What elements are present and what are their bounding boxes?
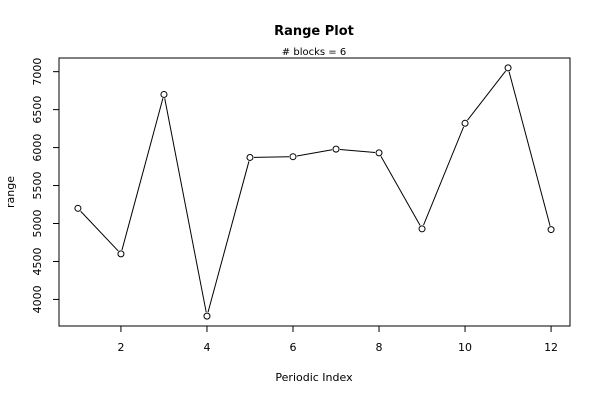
chart-title: Range Plot bbox=[274, 24, 354, 39]
series-line-segment bbox=[508, 71, 551, 226]
series-line-segment bbox=[80, 210, 119, 252]
y-axis: 4000 4500 5000 5500 6000 6500 7000 bbox=[31, 58, 59, 313]
series-line-segment bbox=[380, 156, 421, 226]
chart-subtitle: # blocks = 6 bbox=[282, 47, 346, 58]
data-point bbox=[332, 145, 340, 153]
series-line-segment bbox=[121, 98, 164, 251]
series-line-segment bbox=[164, 98, 207, 313]
data-point bbox=[418, 225, 426, 233]
data-point bbox=[547, 226, 555, 234]
y-tick-label: 5000 bbox=[31, 210, 44, 238]
x-tick-label: 2 bbox=[117, 341, 124, 354]
x-tick-label: 12 bbox=[544, 341, 558, 354]
x-tick-label: 4 bbox=[203, 341, 210, 354]
data-point bbox=[461, 119, 469, 127]
data-series bbox=[74, 64, 555, 320]
series-line-segment bbox=[207, 161, 250, 313]
series-line-segment bbox=[423, 126, 465, 226]
data-point bbox=[504, 64, 512, 72]
series-line-segment bbox=[296, 149, 333, 157]
y-tick-label: 6000 bbox=[31, 134, 44, 162]
y-tick-label: 4000 bbox=[31, 285, 44, 313]
series-line-segment bbox=[253, 156, 290, 158]
data-point bbox=[246, 153, 254, 161]
x-tick-label: 8 bbox=[376, 341, 383, 354]
data-point bbox=[375, 149, 383, 157]
series-line-segment bbox=[339, 148, 376, 154]
data-point bbox=[289, 153, 297, 161]
data-point bbox=[117, 250, 125, 258]
x-tick-label: 10 bbox=[458, 341, 472, 354]
x-tick-label: 6 bbox=[289, 341, 296, 354]
y-tick-label: 4500 bbox=[31, 247, 44, 275]
y-tick-label: 6500 bbox=[31, 96, 44, 124]
data-point bbox=[74, 204, 82, 212]
y-tick-label: 7000 bbox=[31, 58, 44, 86]
data-point bbox=[160, 90, 168, 98]
y-tick-label: 5500 bbox=[31, 172, 44, 200]
data-point bbox=[203, 312, 211, 320]
y-axis-label: range bbox=[4, 176, 17, 208]
x-axis-label: Periodic Index bbox=[275, 371, 353, 384]
plot-frame bbox=[58, 57, 571, 327]
series-line-segment bbox=[467, 70, 507, 121]
x-axis: 2 4 6 8 10 12 bbox=[117, 326, 558, 354]
